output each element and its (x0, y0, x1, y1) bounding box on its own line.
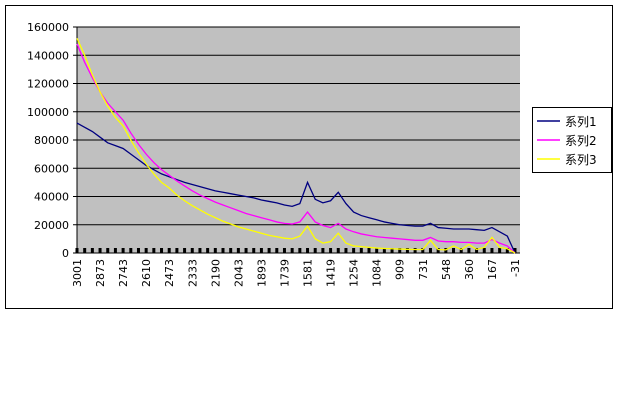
x-tick-label: 1254 (348, 259, 361, 287)
x-tick-label: 909 (394, 259, 407, 280)
x-tick-label: 360 (463, 259, 476, 280)
x-tick-label: 1084 (371, 259, 384, 287)
y-tick-label: 60000 (34, 162, 69, 175)
x-tick-label: -31 (509, 259, 522, 277)
y-tick-label: 100000 (27, 106, 69, 119)
series-line (76, 43, 516, 254)
x-tick-label: 2333 (186, 259, 199, 287)
series-line (76, 38, 516, 254)
x-tick-label: 2873 (94, 259, 107, 287)
x-tick-label: 2473 (163, 259, 176, 287)
x-tick-label: 1739 (278, 259, 291, 287)
y-tick-label: 0 (62, 247, 69, 260)
legend-label: 系列3 (565, 153, 597, 167)
y-tick-label: 20000 (34, 219, 69, 232)
x-tick-label: 2743 (117, 259, 130, 287)
x-tick-label: 2610 (140, 259, 153, 287)
x-tick-label: 731 (417, 259, 430, 280)
x-tick-label: 1419 (325, 259, 338, 287)
y-tick-label: 120000 (27, 78, 69, 91)
legend-label: 系列1 (565, 115, 597, 129)
x-tick-label: 2190 (209, 259, 222, 287)
x-tick-label: 3001 (71, 259, 84, 287)
x-tick-label: 2043 (232, 259, 245, 287)
y-tick-label: 80000 (34, 134, 69, 147)
y-tick-label: 140000 (27, 49, 69, 62)
y-tick-label: 40000 (34, 191, 69, 204)
legend-label: 系列2 (565, 134, 597, 148)
x-tick-label: 1893 (255, 259, 268, 287)
x-tick-label: 167 (486, 259, 499, 280)
y-tick-label: 160000 (27, 21, 69, 34)
x-tick-label: 1581 (302, 259, 315, 287)
series-line (76, 122, 516, 254)
x-tick-label: 548 (440, 259, 453, 280)
